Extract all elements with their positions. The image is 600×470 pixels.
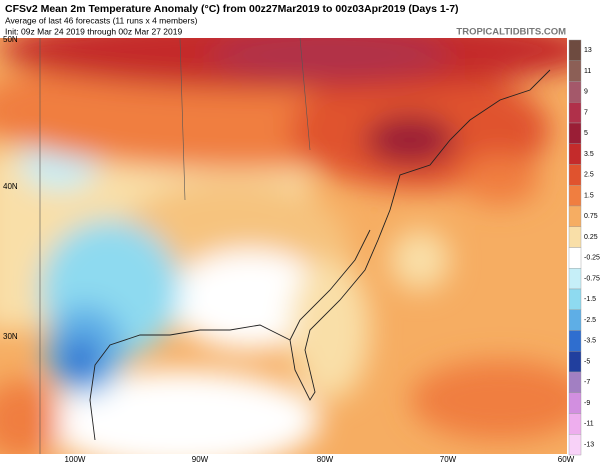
lon-label: 70W: [440, 455, 457, 464]
colorbar-swatch: [568, 330, 582, 352]
colorbar-swatch: [568, 185, 582, 207]
colorbar-swatch: [568, 164, 582, 186]
colorbar-label: -3.5: [584, 338, 596, 345]
colorbar-label: 0.25: [584, 234, 598, 241]
brand: TROPICALTIDBITS.COM: [456, 27, 566, 38]
lat-label: 40N: [3, 182, 18, 191]
lon-label: 60W: [558, 455, 575, 464]
colorbar-label: 1.5: [584, 192, 594, 199]
init-time: Init: 09z Mar 24 2019 through 00z Mar 27…: [5, 26, 182, 36]
colorbar-swatch: [568, 102, 582, 124]
colorbar-label: 2.5: [584, 172, 594, 179]
colorbar-label: -2.5: [584, 317, 596, 324]
colorbar-label: 3.5: [584, 151, 594, 158]
colorbar-swatch: [568, 392, 582, 414]
title: CFSv2 Mean 2m Temperature Anomaly (°C) f…: [5, 3, 459, 15]
colorbar-swatch: [568, 39, 582, 61]
colorbar-swatch: [568, 205, 582, 227]
colorbar-label: -1.5: [584, 296, 596, 303]
colorbar-label: -7: [584, 379, 590, 386]
colorbar-label: -9: [584, 400, 590, 407]
colorbar-swatch: [568, 143, 582, 165]
colorbar-label: 7: [584, 109, 588, 116]
colorbar-swatch: [568, 413, 582, 435]
colorbar-label: -5: [584, 358, 590, 365]
colorbar-swatch: [568, 247, 582, 269]
subtitle: Average of last 46 forecasts (11 runs x …: [5, 15, 198, 25]
colorbar-label: 9: [584, 89, 588, 96]
lon-label: 80W: [317, 455, 334, 464]
colorbar-swatch: [568, 122, 582, 144]
colorbar-label: -11: [584, 421, 594, 428]
lon-label: 90W: [192, 455, 209, 464]
colorbar-swatch: [568, 60, 582, 82]
colorbar-label: 13: [584, 47, 592, 54]
colorbar-label: 5: [584, 130, 588, 137]
lat-label: 50N: [3, 35, 18, 44]
colorbar-label: -13: [584, 441, 594, 448]
colorbar-swatch: [568, 371, 582, 393]
colorbar-label: 0.75: [584, 213, 598, 220]
colorbar-swatch: [568, 309, 582, 331]
colorbar-swatch: [568, 226, 582, 248]
colorbar-swatch: [568, 81, 582, 103]
colorbar-swatch: [568, 351, 582, 373]
colorbar-label: -0.25: [584, 255, 600, 262]
lat-label: 30N: [3, 332, 18, 341]
colorbar-swatch: [568, 268, 582, 290]
coastlines: [39, 38, 551, 454]
colorbar-label: -0.75: [584, 275, 600, 282]
lon-label: 100W: [65, 455, 86, 464]
colorbar-swatch: [568, 434, 582, 456]
colorbar-label: 11: [584, 68, 591, 75]
map: [0, 38, 567, 454]
colorbar-swatch: [568, 288, 582, 310]
